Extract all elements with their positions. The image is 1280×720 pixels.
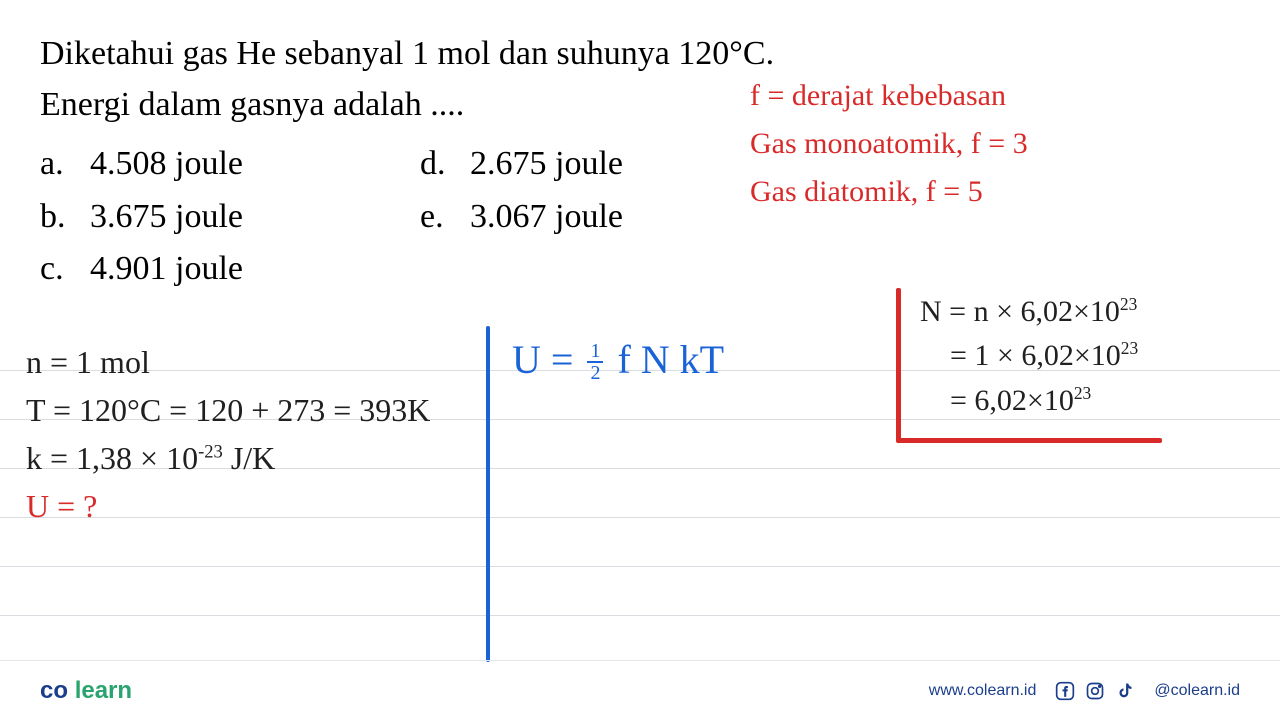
n-calc-line2: = 1 × 6,02×1023 — [920, 334, 1138, 378]
tiktok-icon — [1114, 680, 1136, 702]
n-calc-l3-exp: 23 — [1074, 383, 1091, 403]
option-a-text: 4.508 joule — [90, 145, 243, 182]
known-k: k = 1,38 × 10-23 J/K — [26, 434, 430, 482]
question-line2: Energi dalam gasnya adalah .... — [40, 79, 464, 130]
known-U: U = ? — [26, 482, 430, 530]
formula-lhs: U = — [512, 337, 583, 382]
known-values: n = 1 mol T = 120°C = 120 + 273 = 393K k… — [26, 338, 430, 530]
option-c: c.4.901 joule — [40, 243, 420, 296]
internal-energy-formula: U = 1 2 f N kT — [512, 336, 724, 385]
degrees-of-freedom-note: f = derajat kebebasan Gas monoatomik, f … — [750, 72, 1028, 216]
n-calc-line3: = 6,02×1023 — [920, 379, 1138, 423]
footer: co learn www.colearn.id @colearn.id — [0, 660, 1280, 720]
footer-handle: @colearn.id — [1154, 682, 1240, 700]
note-line1: f = derajat kebebasan — [750, 72, 1028, 120]
known-T: T = 120°C = 120 + 273 = 393K — [26, 386, 430, 434]
n-calc-border-bottom — [896, 438, 1162, 443]
n-calc-l1-exp: 23 — [1120, 294, 1137, 314]
divider-vertical-blue — [486, 326, 490, 662]
question-line1: Diketahui gas He sebanyal 1 mol dan suhu… — [40, 28, 1240, 79]
fraction-den: 2 — [587, 363, 603, 383]
n-calc-l3-pre: = 6,02×10 — [950, 384, 1074, 417]
social-icons — [1054, 680, 1136, 702]
options: a.4.508 joule b.3.675 joule c.4.901 joul… — [40, 138, 1240, 296]
option-e: e.3.067 joule — [420, 191, 750, 244]
n-calc-l1-pre: N = n × 6,02×10 — [920, 295, 1120, 328]
instagram-icon — [1084, 680, 1106, 702]
option-e-text: 3.067 joule — [470, 198, 623, 235]
known-k-pre: k = 1,38 × 10 — [26, 440, 198, 476]
known-k-exp: -23 — [198, 441, 223, 462]
n-calc-l2-exp: 23 — [1121, 338, 1138, 358]
facebook-icon — [1054, 680, 1076, 702]
fraction-half: 1 2 — [587, 341, 603, 383]
note-line2: Gas monoatomik, f = 3 — [750, 120, 1028, 168]
option-d: d.2.675 joule — [420, 138, 750, 191]
footer-url: www.colearn.id — [929, 682, 1037, 700]
known-n: n = 1 mol — [26, 338, 430, 386]
option-c-text: 4.901 joule — [90, 250, 243, 287]
footer-right: www.colearn.id @colearn.id — [929, 680, 1240, 702]
n-calculation: N = n × 6,02×1023 = 1 × 6,02×1023 = 6,02… — [904, 290, 1138, 423]
n-calc-line1: N = n × 6,02×1023 — [920, 290, 1138, 334]
option-b-text: 3.675 joule — [90, 198, 243, 235]
brand-co: co — [40, 677, 68, 704]
known-k-post: J/K — [223, 440, 275, 476]
option-a: a.4.508 joule — [40, 138, 420, 191]
brand-logo: co learn — [40, 677, 132, 705]
n-calc-l2-pre: = 1 × 6,02×10 — [950, 339, 1121, 372]
content-area: Diketahui gas He sebanyal 1 mol dan suhu… — [0, 0, 1280, 296]
option-d-text: 2.675 joule — [470, 145, 623, 182]
option-b: b.3.675 joule — [40, 191, 420, 244]
formula-rhs: f N kT — [617, 337, 724, 382]
n-calc-border-left — [896, 288, 901, 442]
fraction-num: 1 — [587, 341, 603, 363]
brand-learn: learn — [75, 677, 132, 704]
note-line3: Gas diatomik, f = 5 — [750, 168, 1028, 216]
